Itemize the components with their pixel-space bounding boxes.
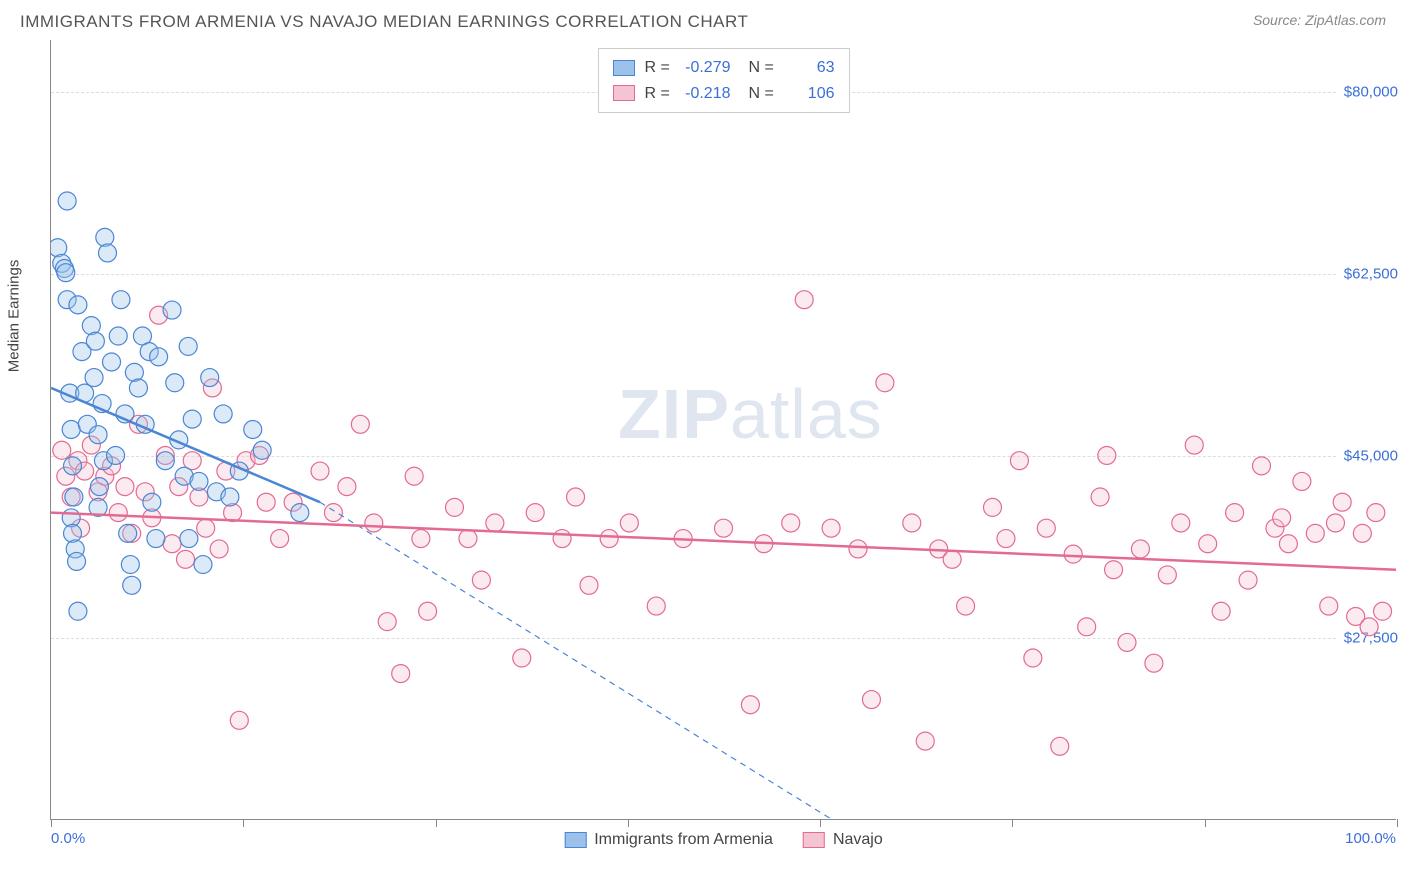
legend-row-navajo: R =-0.218 N =106 xyxy=(613,81,835,107)
y-axis-title: Median Earnings xyxy=(6,260,23,373)
legend-row-armenia: R =-0.279 N =63 xyxy=(613,55,835,81)
x-tick xyxy=(1205,819,1206,827)
swatch-icon xyxy=(613,85,635,101)
x-tick xyxy=(820,819,821,827)
x-axis-min-label: 0.0% xyxy=(51,830,85,847)
swatch-icon xyxy=(803,832,825,848)
x-axis-max-label: 100.0% xyxy=(1345,830,1396,847)
x-tick xyxy=(436,819,437,827)
x-tick xyxy=(628,819,629,827)
series-legend: Immigrants from Armenia Navajo xyxy=(564,831,883,849)
correlation-legend: R =-0.279 N =63 R =-0.218 N =106 xyxy=(598,48,850,113)
swatch-icon xyxy=(564,832,586,848)
scatter-plot xyxy=(51,40,1396,819)
x-tick xyxy=(51,819,52,827)
chart-title: IMMIGRANTS FROM ARMENIA VS NAVAJO MEDIAN… xyxy=(20,12,748,32)
x-tick xyxy=(1397,819,1398,827)
swatch-icon xyxy=(613,60,635,76)
x-tick xyxy=(243,819,244,827)
legend-item-armenia: Immigrants from Armenia xyxy=(564,831,773,849)
x-tick xyxy=(1012,819,1013,827)
source-label: Source: ZipAtlas.com xyxy=(1253,12,1386,28)
legend-item-navajo: Navajo xyxy=(803,831,883,849)
chart-area: ZIPatlas R =-0.279 N =63 R =-0.218 N =10… xyxy=(50,40,1396,820)
